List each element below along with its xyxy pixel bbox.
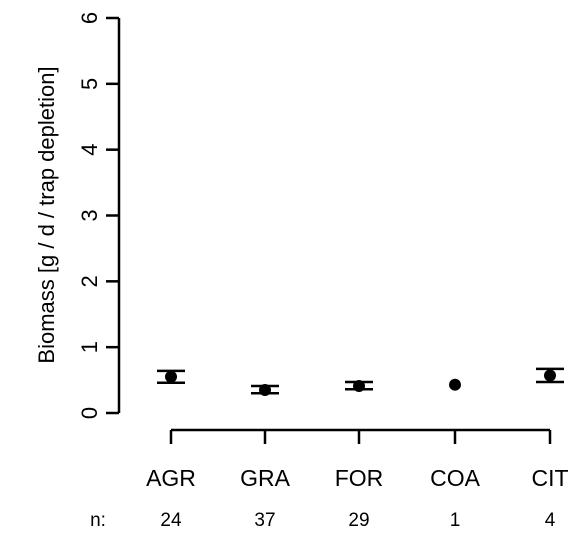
n-count-label: 24 [160, 510, 182, 531]
y-tick-label: 2 [77, 275, 102, 287]
data-point [259, 383, 271, 396]
y-axis: 0 1 2 3 4 5 6 [77, 12, 121, 419]
x-tick-label: CIT [531, 465, 568, 491]
x-tick-label: AGR [146, 465, 196, 491]
n-count-label: 29 [348, 510, 369, 531]
y-tick-label: 5 [77, 78, 102, 90]
x-tick-label: GRA [240, 465, 291, 491]
y-tick-label: 6 [77, 12, 102, 24]
data-point [165, 370, 177, 383]
x-axis: AGR GRA FOR COA CIT n: 24 37 29 1 4 [90, 428, 569, 531]
data-point [544, 369, 556, 382]
n-prefix-label: n: [90, 510, 106, 531]
data-point [353, 380, 365, 393]
x-tick-label: FOR [335, 465, 384, 491]
y-tick-label: 0 [77, 407, 102, 419]
y-tick-label: 4 [77, 144, 102, 156]
n-count-label: 1 [450, 510, 461, 531]
n-count-label: 37 [254, 510, 275, 531]
y-tick-label: 1 [77, 341, 102, 353]
plot-area [157, 367, 564, 396]
n-count-label: 4 [545, 510, 556, 531]
y-tick-label: 3 [77, 209, 102, 221]
x-tick-label: COA [430, 465, 481, 491]
data-point [449, 378, 461, 391]
y-axis-label: Biomass [g / d / trap depletion] [34, 66, 59, 363]
